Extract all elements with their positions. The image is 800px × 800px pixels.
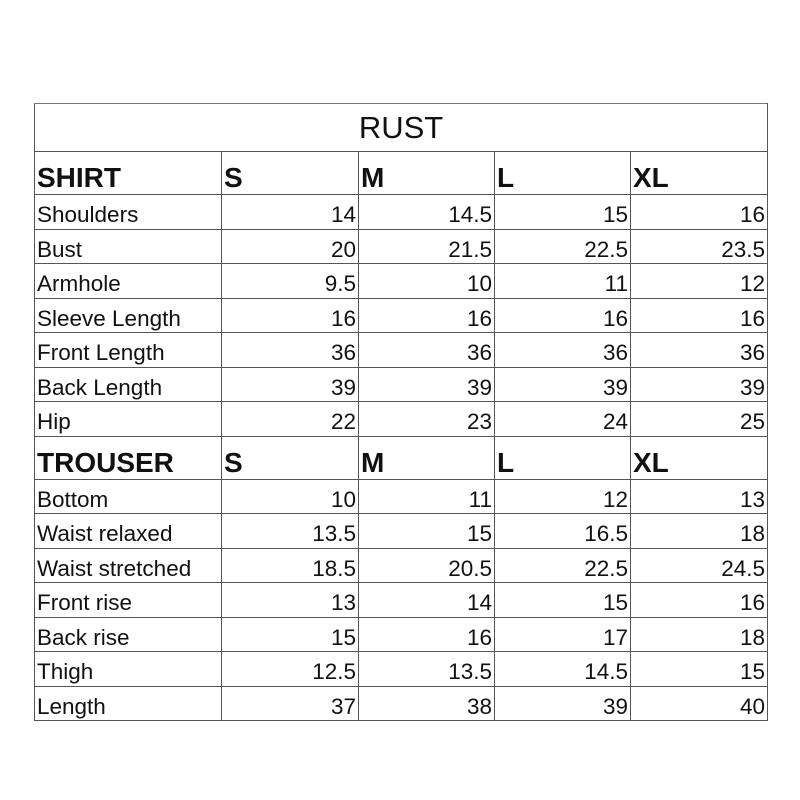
measurement-value: 16: [221, 297, 359, 333]
measurement-value: 14.5: [494, 651, 631, 687]
measurement-value: 18: [629, 616, 769, 652]
measurement-value: 9.5: [221, 263, 359, 299]
measurement-value: 23: [358, 401, 495, 437]
size-header: XL: [629, 435, 769, 480]
measurement-value: 24: [494, 401, 631, 437]
measurement-name: Back Length: [34, 366, 222, 402]
measurement-value: 22.5: [494, 547, 631, 583]
measurement-value: 40: [629, 685, 769, 721]
table-row: Thigh 12.5 13.5 14.5 15: [34, 651, 769, 687]
measurement-value: 15: [221, 616, 359, 652]
measurement-value: 37: [221, 685, 359, 721]
table-row: Bust 20 21.5 22.5 23.5: [34, 228, 769, 264]
table-row: Length 37 38 39 40: [34, 685, 769, 721]
measurement-name: Waist stretched: [34, 547, 222, 583]
measurement-value: 36: [629, 332, 769, 368]
measurement-value: 12: [494, 478, 631, 514]
measurement-value: 36: [221, 332, 359, 368]
size-header: L: [494, 435, 631, 480]
measurement-value: 20: [221, 228, 359, 264]
size-header: M: [358, 435, 495, 480]
measurement-value: 39: [494, 366, 631, 402]
measurement-name: Bust: [34, 228, 222, 264]
table-row: Back Length 39 39 39 39: [34, 366, 769, 402]
measurement-value: 24.5: [629, 547, 769, 583]
measurement-value: 13.5: [221, 513, 359, 549]
table-row: Armhole 9.5 10 11 12: [34, 263, 769, 299]
trouser-header-row: TROUSER S M L XL: [34, 435, 769, 480]
measurement-value: 14.5: [358, 194, 495, 230]
measurement-value: 23.5: [629, 228, 769, 264]
measurement-value: 10: [221, 478, 359, 514]
measurement-name: Armhole: [34, 263, 222, 299]
shirt-header-row: SHIRT S M L XL: [34, 151, 769, 195]
size-header: S: [221, 151, 359, 195]
measurement-value: 21.5: [358, 228, 495, 264]
measurement-value: 12.5: [221, 651, 359, 687]
table-row: Bottom 10 11 12 13: [34, 478, 769, 514]
measurement-value: 16: [629, 297, 769, 333]
table-row: Waist relaxed 13.5 15 16.5 18: [34, 513, 769, 549]
measurement-value: 16: [358, 616, 495, 652]
measurement-value: 18: [629, 513, 769, 549]
measurement-value: 15: [494, 194, 631, 230]
measurement-value: 11: [494, 263, 631, 299]
table-row: Waist stretched 18.5 20.5 22.5 24.5: [34, 547, 769, 583]
size-header: L: [494, 151, 631, 195]
measurement-value: 10: [358, 263, 495, 299]
measurement-name: Shoulders: [34, 194, 222, 230]
measurement-value: 38: [358, 685, 495, 721]
table-row: Sleeve Length 16 16 16 16: [34, 297, 769, 333]
table-row: Hip 22 23 24 25: [34, 401, 769, 437]
size-header: M: [358, 151, 495, 195]
measurement-value: 39: [494, 685, 631, 721]
measurement-value: 15: [358, 513, 495, 549]
measurement-value: 16: [358, 297, 495, 333]
measurement-name: Front Length: [34, 332, 222, 368]
measurement-value: 39: [629, 366, 769, 402]
measurement-value: 13: [221, 582, 359, 618]
measurement-name: Length: [34, 685, 222, 721]
measurement-name: Hip: [34, 401, 222, 437]
measurement-value: 12: [629, 263, 769, 299]
measurement-value: 16.5: [494, 513, 631, 549]
table-title: RUST: [33, 103, 769, 152]
measurement-value: 15: [629, 651, 769, 687]
measurement-value: 16: [629, 194, 769, 230]
measurement-name: Waist relaxed: [34, 513, 222, 549]
measurement-value: 36: [494, 332, 631, 368]
size-header: XL: [629, 151, 769, 195]
measurement-name: Back rise: [34, 616, 222, 652]
measurement-value: 36: [358, 332, 495, 368]
table-row: Front rise 13 14 15 16: [34, 582, 769, 618]
measurement-value: 20.5: [358, 547, 495, 583]
measurement-value: 16: [629, 582, 769, 618]
measurement-value: 22.5: [494, 228, 631, 264]
measurement-value: 39: [358, 366, 495, 402]
measurement-value: 11: [358, 478, 495, 514]
size-header: S: [221, 435, 359, 480]
title-row: RUST: [33, 103, 769, 152]
measurement-name: Thigh: [34, 651, 222, 687]
measurement-name: Bottom: [34, 478, 222, 514]
measurement-value: 17: [494, 616, 631, 652]
size-chart-table: RUST SHIRT S M L XL Shoulders 14 14.5 15 16 Bust 20…: [33, 103, 769, 721]
measurement-value: 15: [494, 582, 631, 618]
measurement-name: Sleeve Length: [34, 297, 222, 333]
table-row: Front Length 36 36 36 36: [34, 332, 769, 368]
trouser-section-label: TROUSER: [34, 435, 222, 480]
measurement-value: 16: [494, 297, 631, 333]
measurement-value: 13.5: [358, 651, 495, 687]
measurement-value: 18.5: [221, 547, 359, 583]
measurement-name: Front rise: [34, 582, 222, 618]
measurement-value: 13: [629, 478, 769, 514]
table-row: Back rise 15 16 17 18: [34, 616, 769, 652]
table-row: Shoulders 14 14.5 15 16: [34, 194, 769, 230]
measurement-value: 14: [221, 194, 359, 230]
measurement-value: 22: [221, 401, 359, 437]
shirt-section-label: SHIRT: [34, 151, 222, 195]
measurement-value: 39: [221, 366, 359, 402]
measurement-value: 25: [629, 401, 769, 437]
measurement-value: 14: [358, 582, 495, 618]
